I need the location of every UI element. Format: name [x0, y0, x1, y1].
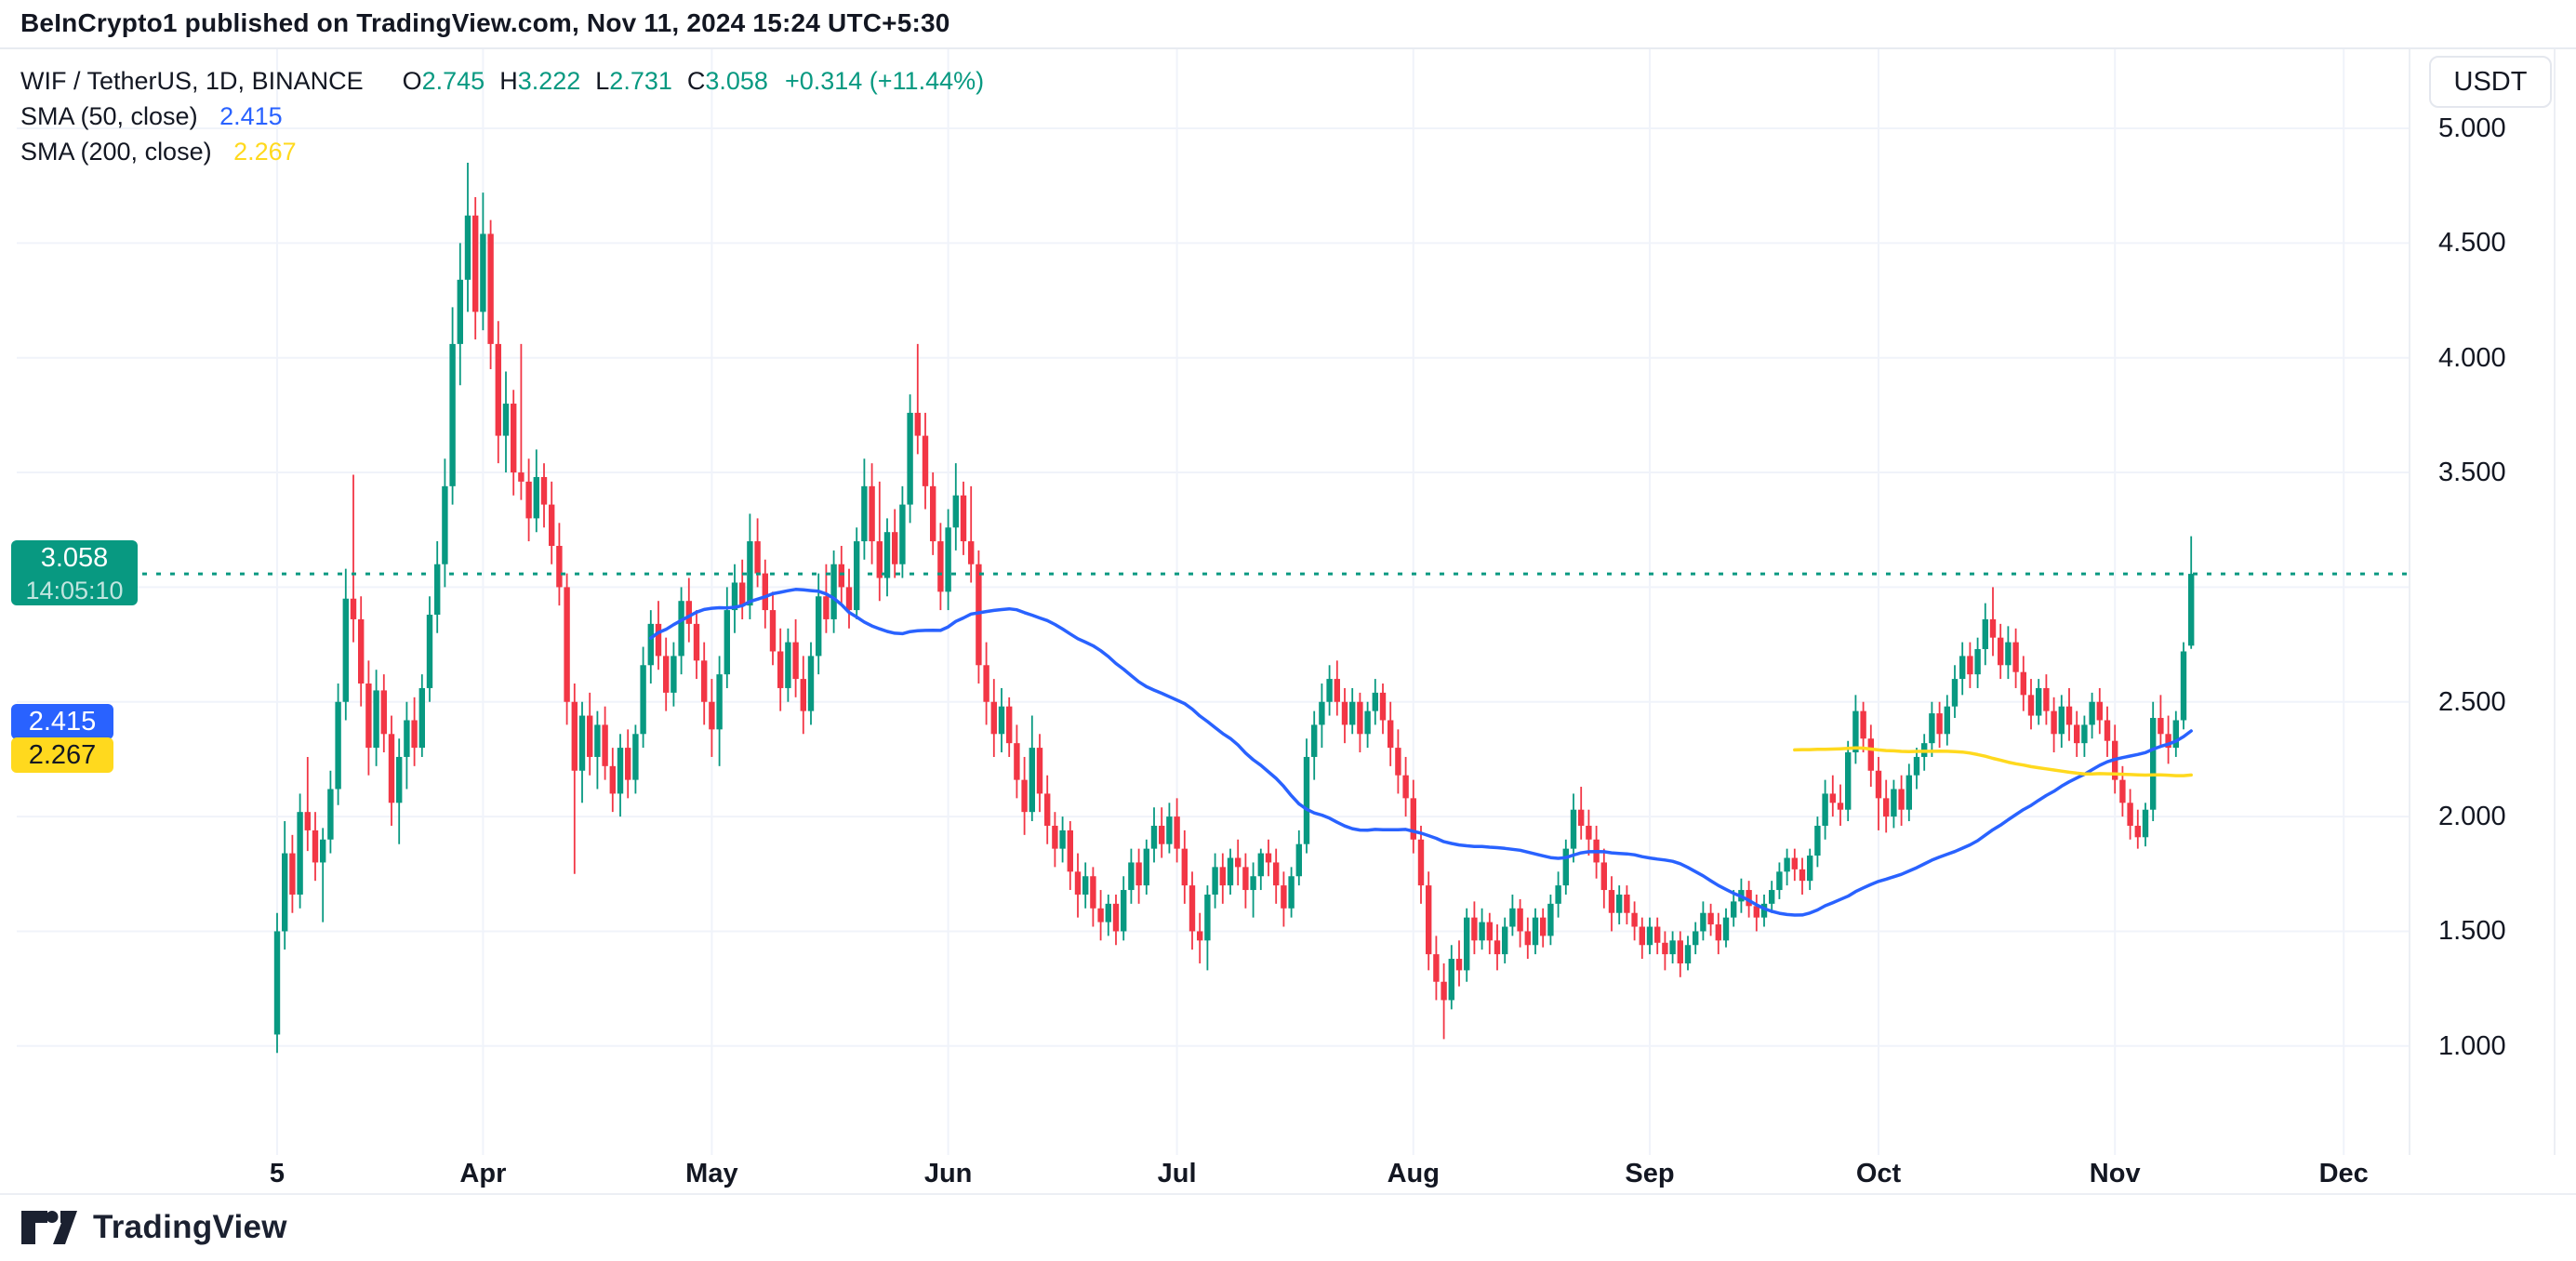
- ohlc-key: C: [686, 67, 706, 95]
- sma200-label: SMA (200, close): [20, 138, 212, 166]
- tradingview-logo-icon: [20, 1208, 80, 1247]
- change-value: +0.314 (+11.44%): [784, 67, 985, 95]
- last-price-badge: 3.058 14:05:10: [11, 540, 138, 606]
- price-axis-label: 3.500: [2438, 458, 2506, 488]
- sma50-value: 2.415: [219, 102, 283, 130]
- sma50-line: [649, 588, 2193, 917]
- time-axis[interactable]: 5 Apr May Jun Jul Aug Sep Oct Nov Dec: [0, 1155, 2556, 1193]
- ohlc-value: 2.731: [609, 67, 672, 95]
- time-axis-label: Aug: [1387, 1159, 1440, 1188]
- sma200-legend-row[interactable]: SMA (200, close) 2.267: [20, 134, 984, 169]
- price-axis-label: 4.500: [2438, 228, 2506, 259]
- ohlc-key: O: [402, 67, 422, 95]
- price-axis-label: 2.000: [2438, 802, 2506, 832]
- sma200-price-badge: 2.267: [11, 737, 113, 774]
- symbol-legend-row[interactable]: WIF / TetherUS, 1D, BINANCE O2.745 H3.222 L…: [20, 63, 984, 99]
- ohlc-value: 2.745: [421, 67, 485, 95]
- tradingview-logo-link[interactable]: TradingView: [20, 1208, 287, 1247]
- footer-divider: [0, 1193, 2576, 1195]
- currency-toggle-button[interactable]: USDT: [2429, 56, 2552, 108]
- candles-layer: [273, 163, 2195, 1054]
- publish-header-text: BeInCrypto1 published on TradingView.com…: [20, 8, 950, 37]
- sma200-value: 2.267: [233, 138, 297, 166]
- time-axis-label: Nov: [2089, 1159, 2141, 1188]
- ohlc-key: H: [499, 67, 518, 95]
- bar-countdown: 14:05:10: [25, 577, 124, 605]
- last-price-value: 3.058: [40, 543, 109, 574]
- price-axis-label: 5.000: [2438, 113, 2506, 143]
- tradingview-brand-text: TradingView: [93, 1209, 287, 1245]
- time-axis-label: 5: [269, 1159, 285, 1188]
- time-axis-label: Jul: [1157, 1159, 1197, 1188]
- sma50-label: SMA (50, close): [20, 102, 198, 130]
- sma200-line: [1793, 746, 2193, 777]
- price-axis-label: 4.000: [2438, 342, 2506, 373]
- price-axis-label: 1.500: [2438, 916, 2506, 947]
- time-axis-label: Oct: [1855, 1159, 1902, 1188]
- ohlc-value: 3.058: [705, 67, 768, 95]
- symbol-title: WIF / TetherUS, 1D, BINANCE: [20, 67, 364, 95]
- publish-header: BeInCrypto1 published on TradingView.com…: [0, 0, 2576, 49]
- price-axis-label: 2.500: [2438, 686, 2506, 717]
- time-axis-label: Dec: [2318, 1159, 2369, 1188]
- chart-legend: WIF / TetherUS, 1D, BINANCE O2.745 H3.222 L…: [20, 63, 984, 169]
- price-axis-label: 1.000: [2438, 1030, 2506, 1061]
- time-axis-label: Apr: [459, 1159, 507, 1188]
- ohlc-values: O2.745 H3.222 L2.731 C3.058: [388, 67, 768, 95]
- ohlc-value: 3.222: [517, 67, 581, 95]
- sma50-price-badge: 2.415: [11, 703, 113, 739]
- time-axis-label: May: [685, 1159, 738, 1188]
- time-axis-label: Jun: [923, 1159, 973, 1188]
- time-axis-label: Sep: [1625, 1159, 1675, 1188]
- footer: TradingView: [0, 1195, 2576, 1261]
- currency-toggle-label: USDT: [2453, 66, 2528, 97]
- sma50-legend-row[interactable]: SMA (50, close) 2.415: [20, 99, 984, 134]
- ohlc-key: L: [595, 67, 610, 95]
- price-axis[interactable]: 5.000 4.500 4.000 3.500 2.500 2.000 1.500 1.000: [2409, 49, 2556, 1193]
